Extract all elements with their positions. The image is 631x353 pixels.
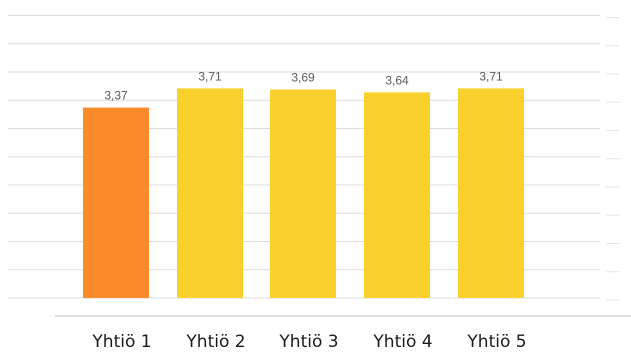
value-label-2: 3,71 [198, 69, 222, 83]
bar-1 [83, 107, 149, 298]
bar-4 [364, 92, 430, 298]
category-label-1: Yhtiö 1 [91, 332, 151, 352]
value-label-1: 3,37 [104, 89, 128, 103]
bar-3 [270, 89, 336, 298]
category-labels: Yhtiö 1 Yhtiö 2 Yhtiö 3 Yhtiö 4 Yhtiö 5 [91, 332, 526, 352]
bar-2 [177, 88, 243, 298]
category-label-4: Yhtiö 4 [372, 332, 432, 352]
value-label-4: 3,64 [385, 73, 409, 87]
bar-5 [458, 88, 524, 298]
value-label-3: 3,69 [291, 71, 315, 85]
category-label-2: Yhtiö 2 [185, 332, 245, 352]
bars [83, 88, 524, 298]
value-labels: 3,37 3,71 3,69 3,64 3,71 [104, 69, 503, 102]
category-label-5: Yhtiö 5 [466, 332, 526, 352]
category-label-3: Yhtiö 3 [278, 332, 338, 352]
value-label-5: 3,71 [479, 69, 503, 83]
